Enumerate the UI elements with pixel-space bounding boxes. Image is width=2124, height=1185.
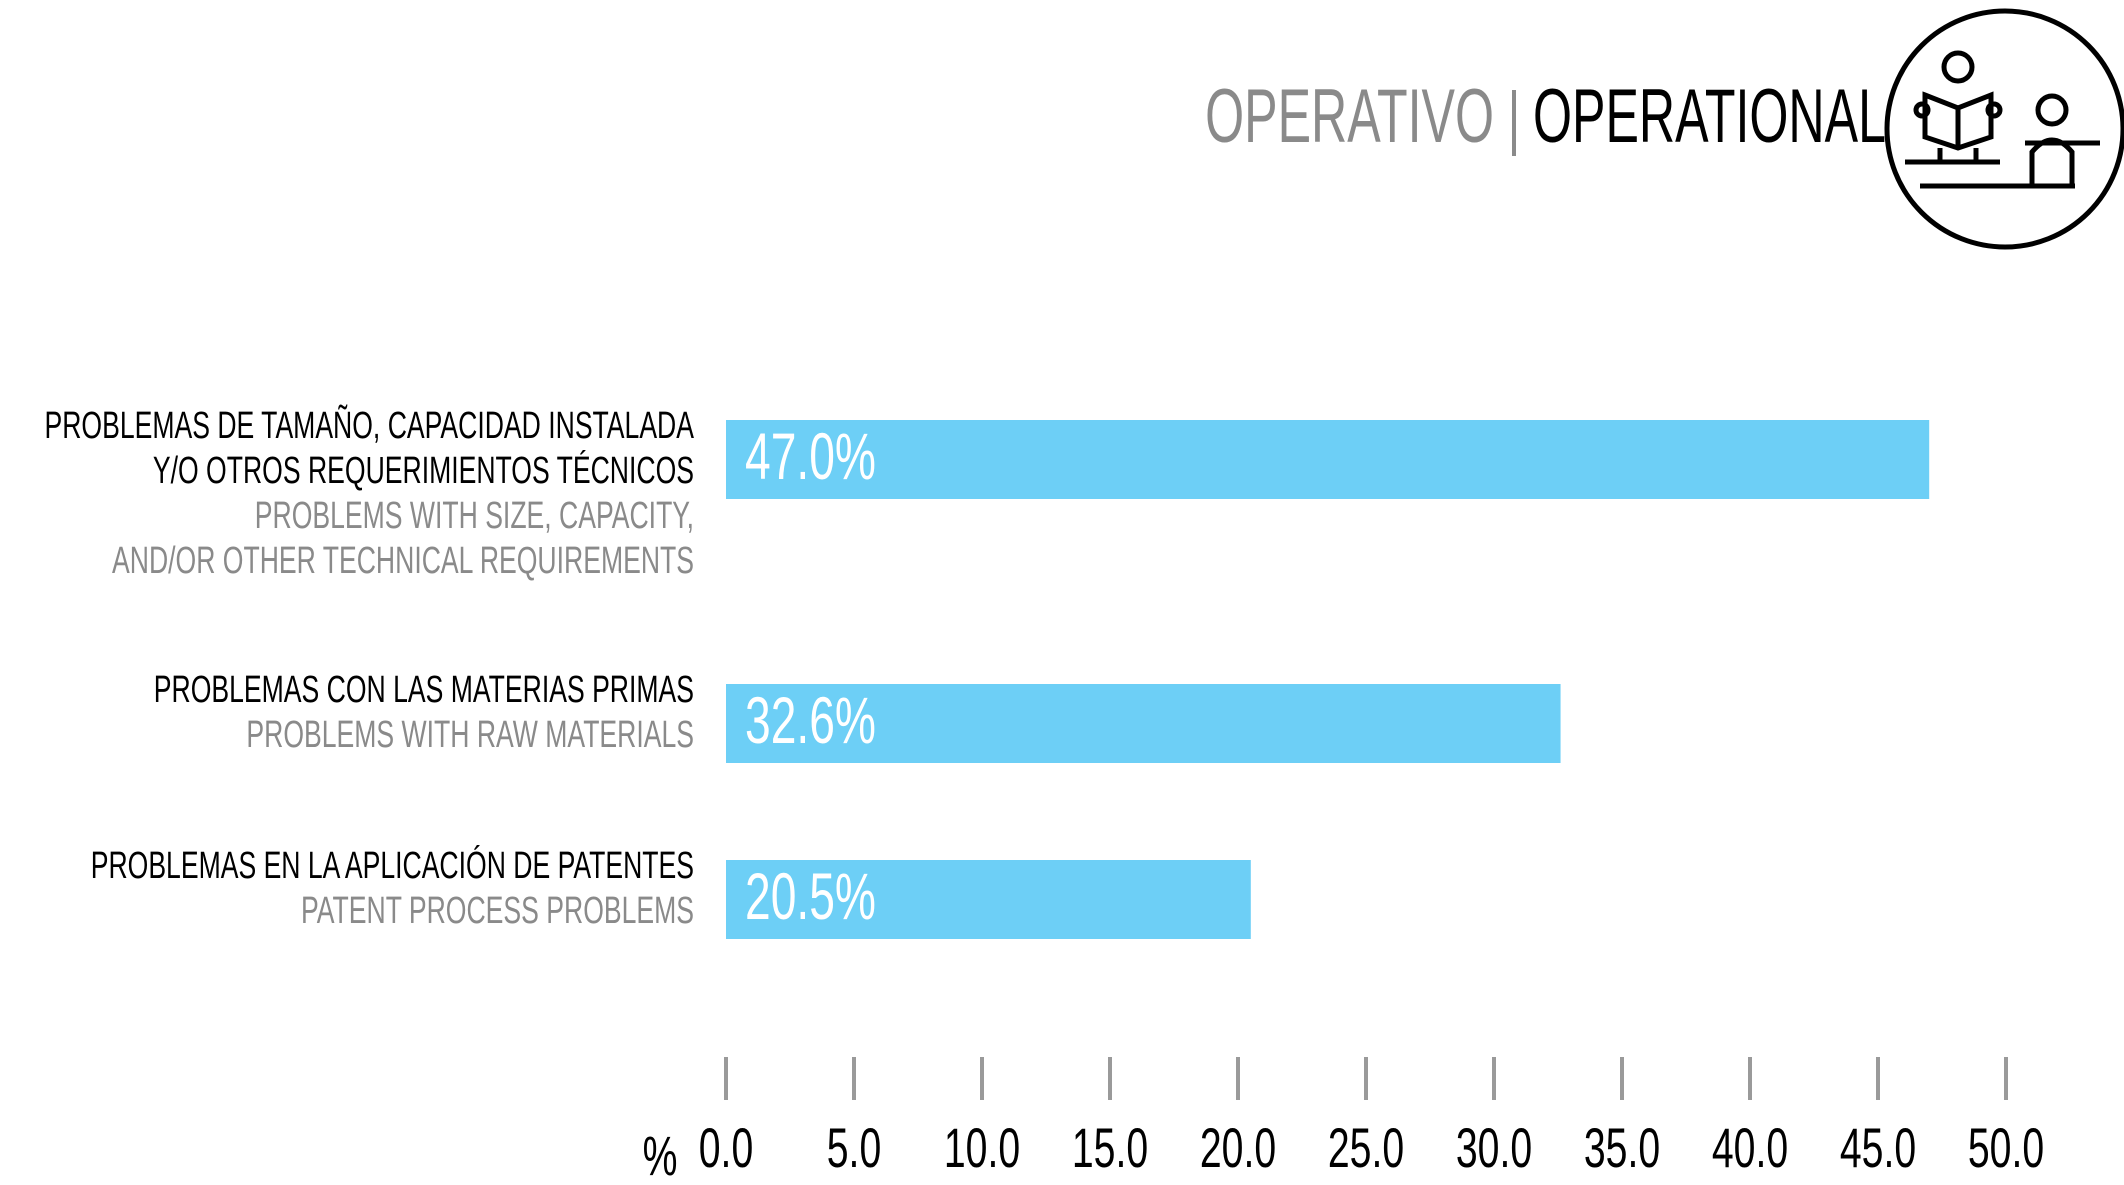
category-label-en: AND/OR OTHER TECHNICAL REQUIREMENTS xyxy=(112,538,694,581)
x-tick-label: 40.0 xyxy=(1712,1117,1788,1180)
x-tick-label: 5.0 xyxy=(827,1117,881,1180)
value-label: 47.0% xyxy=(745,420,876,494)
x-tick-label: 50.0 xyxy=(1968,1117,2044,1180)
category-label: PROBLEMAS CON LAS MATERIAS PRIMAS xyxy=(154,667,694,710)
category-label-en: PROBLEMS WITH SIZE, CAPACITY, xyxy=(255,493,694,536)
category-label: PROBLEMAS DE TAMAÑO, CAPACIDAD INSTALADA xyxy=(44,403,694,446)
title-es: OPERATIVO xyxy=(1205,74,1494,159)
category-label: Y/O OTROS REQUERIMIENTOS TÉCNICOS xyxy=(153,448,694,491)
title-en: OPERATIONAL xyxy=(1533,74,1886,159)
value-label: 32.6% xyxy=(745,684,876,758)
icon xyxy=(1884,8,2124,250)
x-tick-label: 0.0 xyxy=(699,1117,753,1180)
bar xyxy=(726,684,1561,763)
x-tick-label: 10.0 xyxy=(944,1117,1020,1180)
x-axis-label: % xyxy=(643,1125,678,1185)
x-tick-label: 15.0 xyxy=(1072,1117,1148,1180)
x-tick-label: 30.0 xyxy=(1456,1117,1532,1180)
bar xyxy=(726,860,1251,939)
x-tick-label: 20.0 xyxy=(1200,1117,1276,1180)
title: OPERATIVO OPERATIONAL xyxy=(1205,74,1886,159)
category-label-en: PATENT PROCESS PROBLEMS xyxy=(301,888,694,931)
x-tick-label: 45.0 xyxy=(1840,1117,1916,1180)
bar xyxy=(726,420,1930,499)
value-label: 20.5% xyxy=(745,860,876,934)
category-label: PROBLEMAS EN LA APLICACIÓN DE PATENTES xyxy=(91,843,694,886)
category-label-en: PROBLEMS WITH RAW MATERIALS xyxy=(246,712,694,755)
x-tick-label: 25.0 xyxy=(1328,1117,1404,1180)
x-tick-label: 35.0 xyxy=(1584,1117,1660,1180)
